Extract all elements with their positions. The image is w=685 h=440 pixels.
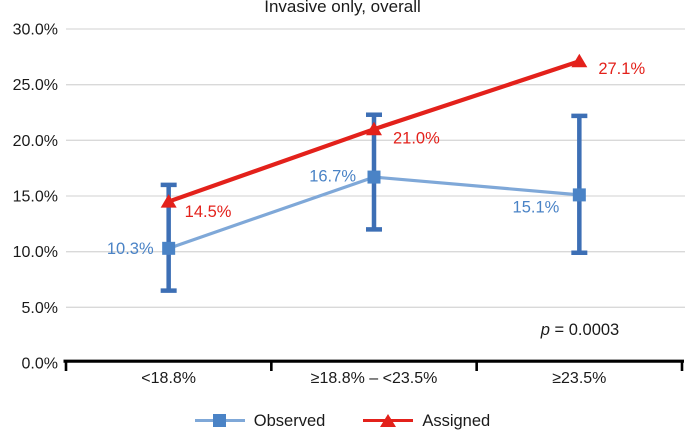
observed-marker-square (162, 241, 176, 255)
assigned-data-label: 21.0% (393, 130, 440, 148)
p-value-text: = 0.0003 (549, 321, 620, 339)
assigned-marker-triangle (160, 194, 177, 208)
x-axis-category-label: <18.8% (141, 370, 196, 387)
legend-label-assigned: Assigned (422, 411, 491, 430)
y-axis-tick-label: 25.0% (13, 77, 58, 94)
assigned-marker-triangle (366, 121, 382, 136)
x-axis-category-label: ≥18.8% – <23.5% (311, 370, 438, 387)
observed-data-label: 10.3% (107, 240, 154, 258)
p-value-symbol: p (540, 321, 550, 339)
assigned-data-label: 27.1% (598, 60, 645, 78)
y-axis-tick-label: 10.0% (13, 244, 58, 261)
legend-item-assigned: Assigned (363, 412, 490, 431)
legend-label-observed: Observed (253, 411, 326, 430)
y-axis-tick-label: 5.0% (22, 300, 58, 317)
assigned-triangle-icon (380, 414, 397, 427)
observed-marker-square (572, 188, 586, 202)
observed-marker-square (367, 170, 381, 184)
assigned-data-label: 14.5% (185, 203, 232, 221)
chart-legend: Observed Assigned (0, 406, 685, 436)
legend-item-observed: Observed (194, 411, 326, 431)
x-axis-category-label: ≥23.5% (552, 370, 606, 387)
y-axis-tick-label: 20.0% (13, 133, 58, 150)
chart-title: Invasive only, overall (264, 0, 421, 16)
observed-square-icon (212, 414, 226, 427)
y-axis-tick-label: 30.0% (13, 22, 58, 39)
observed-data-label: 15.1% (513, 198, 560, 216)
observed-data-label: 16.7% (309, 168, 356, 186)
y-axis-tick-label: 0.0% (22, 356, 58, 373)
y-axis-tick-label: 15.0% (13, 189, 58, 206)
p-value-annotation: p = 0.0003 (500, 321, 660, 340)
assigned-marker-triangle (571, 53, 588, 68)
observed-legend-marker-icon (194, 414, 245, 428)
assigned-legend-marker-icon (363, 414, 414, 428)
